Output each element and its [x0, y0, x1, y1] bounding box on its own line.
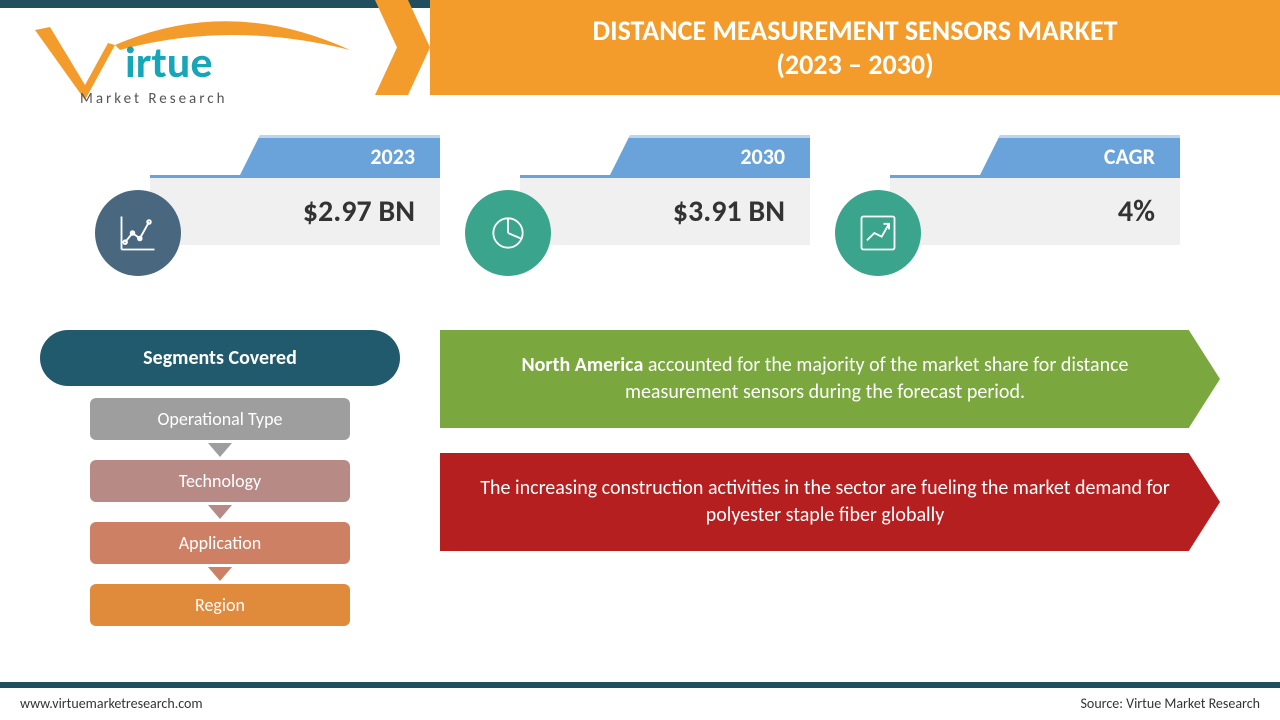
- brand-name-text: irtue: [125, 35, 212, 89]
- stat-value: 4%: [890, 175, 1180, 245]
- stat-card-2023: 2023 $2.97 BN: [150, 135, 440, 265]
- pie-chart-icon: [465, 190, 551, 276]
- chevron-down-icon: [208, 443, 232, 457]
- segments-panel: Segments Covered Operational Type Technol…: [40, 330, 400, 626]
- stats-row: 2023 $2.97 BN 2030 $3.91 BN CAGR 4%: [150, 135, 1200, 295]
- callouts-column: North America accounted for the majority…: [440, 330, 1220, 576]
- segment-item: Region: [90, 584, 350, 626]
- title-line-1: DISTANCE MEASUREMENT SENSORS MARKET: [592, 13, 1117, 48]
- stat-label: 2023: [240, 135, 440, 175]
- callout-box: The increasing construction activities i…: [440, 453, 1220, 551]
- stat-card-2030: 2030 $3.91 BN: [520, 135, 810, 265]
- stat-value: $3.91 BN: [520, 175, 810, 245]
- segment-item: Application: [90, 522, 350, 564]
- chevron-down-icon: [208, 505, 232, 519]
- stat-card-cagr: CAGR 4%: [890, 135, 1180, 265]
- segments-title: Segments Covered: [40, 330, 400, 386]
- stat-label: 2030: [610, 135, 810, 175]
- stat-value: $2.97 BN: [150, 175, 440, 245]
- segment-item: Operational Type: [90, 398, 350, 440]
- callout-box: North America accounted for the majority…: [440, 330, 1220, 428]
- footer-source: Source: Virtue Market Research: [1081, 695, 1261, 712]
- stat-label: CAGR: [980, 135, 1180, 175]
- title-line-2: (2023 – 2030): [776, 47, 934, 82]
- title-chevron-icon: [375, 0, 430, 95]
- footer-url: www.virtuemarketresearch.com: [20, 695, 203, 712]
- line-chart-icon: [95, 190, 181, 276]
- segment-item: Technology: [90, 460, 350, 502]
- brand-logo: irtue Market Research: [30, 15, 360, 110]
- title-banner: DISTANCE MEASUREMENT SENSORS MARKET (202…: [430, 0, 1280, 95]
- growth-chart-icon: [835, 190, 921, 276]
- brand-subline-text: Market Research: [80, 90, 227, 108]
- chevron-down-icon: [208, 567, 232, 581]
- footer-accent-bar: [0, 682, 1280, 688]
